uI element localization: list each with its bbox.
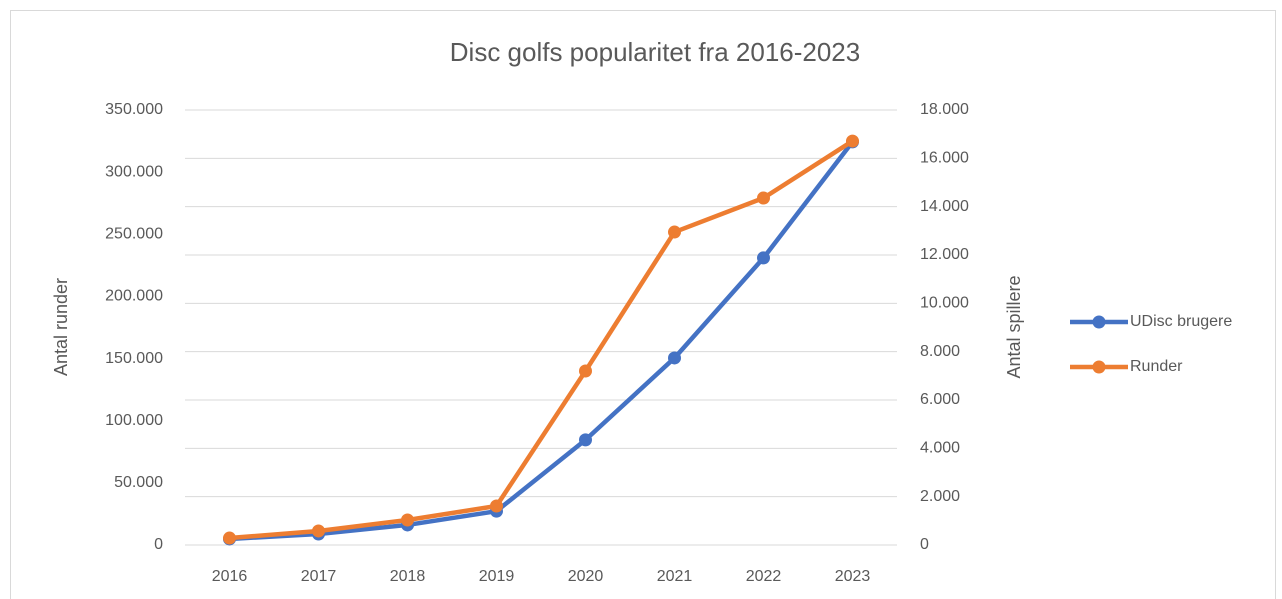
marker (668, 351, 681, 365)
marker (401, 513, 414, 527)
x-tick-label: 2016 (212, 568, 248, 585)
y2-tick-label: 10.000 (920, 295, 969, 312)
y-tick-label: 0 (154, 536, 163, 553)
marker (846, 134, 859, 148)
y-tick-label: 350.000 (105, 101, 163, 118)
y-tick-label: 50.000 (114, 474, 163, 491)
chart-title: Disc golfs popularitet fra 2016-2023 (450, 37, 860, 67)
x-tick-label: 2017 (301, 568, 337, 585)
legend-marker (1092, 315, 1106, 329)
y2-tick-label: 14.000 (920, 198, 969, 215)
legend-marker (1092, 360, 1106, 374)
legend-label: UDisc brugere (1130, 313, 1232, 330)
line-series (229, 140, 855, 542)
marker (312, 524, 325, 538)
y-tick-label: 150.000 (105, 350, 163, 367)
y-tick-label: 300.000 (105, 163, 163, 180)
x-tick-label: 2019 (479, 568, 515, 585)
marker (668, 225, 681, 239)
x-tick-label: 2018 (390, 568, 426, 585)
y-tick-label: 200.000 (105, 288, 163, 305)
line-series (229, 139, 854, 541)
y2-tick-label: 4.000 (920, 440, 960, 457)
y-axis-title: Antal runder (51, 278, 71, 376)
marker (490, 499, 503, 513)
y2-axis-title: Antal spillere (1004, 275, 1024, 378)
y2-tick-label: 18.000 (920, 101, 969, 118)
y2-tick-label: 6.000 (920, 391, 960, 408)
y-tick-label: 100.000 (105, 412, 163, 429)
x-tick-label: 2020 (568, 568, 604, 585)
x-tick-label: 2023 (835, 568, 871, 585)
marker (757, 191, 770, 205)
y2-tick-label: 8.000 (920, 343, 960, 360)
legend-label: Runder (1130, 358, 1183, 375)
marker (579, 433, 592, 447)
marker (579, 364, 592, 378)
x-tick-label: 2021 (657, 568, 693, 585)
y2-tick-label: 12.000 (920, 246, 969, 263)
y2-tick-label: 2.000 (920, 488, 960, 505)
y2-tick-label: 16.000 (920, 150, 969, 167)
y-tick-label: 250.000 (105, 226, 163, 243)
marker (757, 251, 770, 265)
y2-tick-label: 0 (920, 536, 929, 553)
x-tick-label: 2022 (746, 568, 782, 585)
chart-border (10, 10, 1276, 599)
marker (223, 531, 236, 545)
